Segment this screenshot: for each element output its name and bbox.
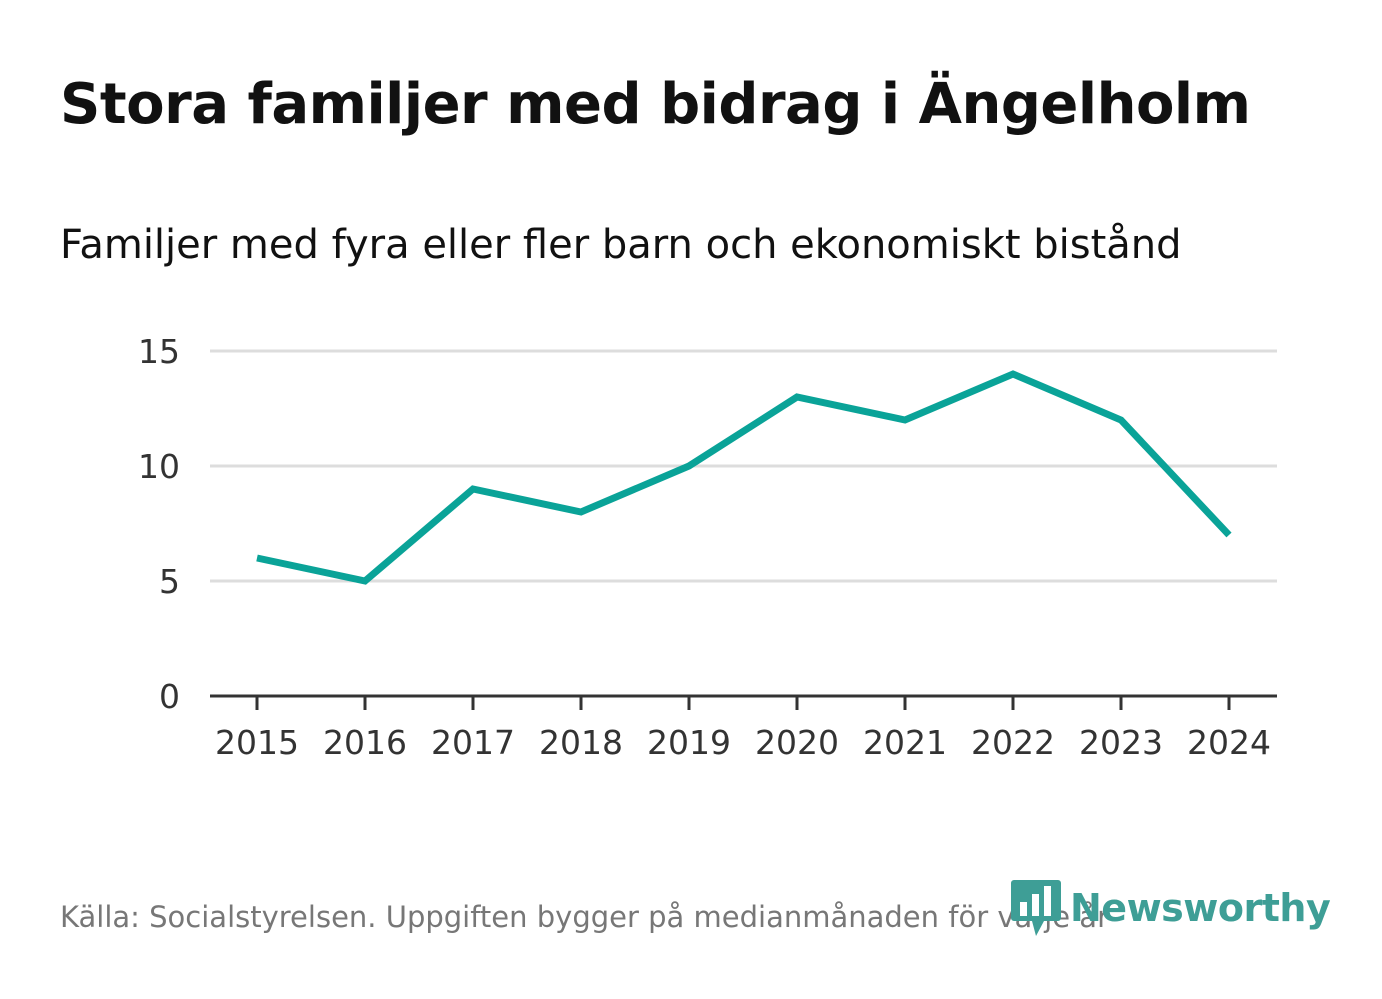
y-tick-label: 15 [138,332,180,371]
x-tick-label: 2015 [215,723,299,762]
series-line [256,370,1232,585]
x-tick-label: 2020 [755,723,839,762]
chart-subtitle: Familjer med fyra eller fler barn och ek… [60,222,1182,268]
x-tick-label: 2024 [1187,723,1271,762]
y-tick-label: 5 [159,562,180,601]
chart-title: Stora familjer med bidrag i Ängelholm [60,72,1251,137]
x-tick-label: 2021 [863,723,947,762]
bar-chart-speech-bubble-icon [1011,880,1061,936]
x-tick-label: 2017 [431,723,515,762]
x-tick-label: 2019 [647,723,731,762]
x-tick-label: 2018 [539,723,623,762]
brand-name: Newsworthy [1070,886,1331,930]
y-tick-label: 10 [138,447,180,486]
y-tick-label: 0 [159,677,180,716]
x-tick-label: 2023 [1079,723,1163,762]
x-tick-label: 2022 [971,723,1055,762]
x-tick-label: 2016 [323,723,407,762]
source-note: Källa: Socialstyrelsen. Uppgiften bygger… [60,900,1109,934]
newsworthy-logo: Newsworthy [1010,878,1331,938]
